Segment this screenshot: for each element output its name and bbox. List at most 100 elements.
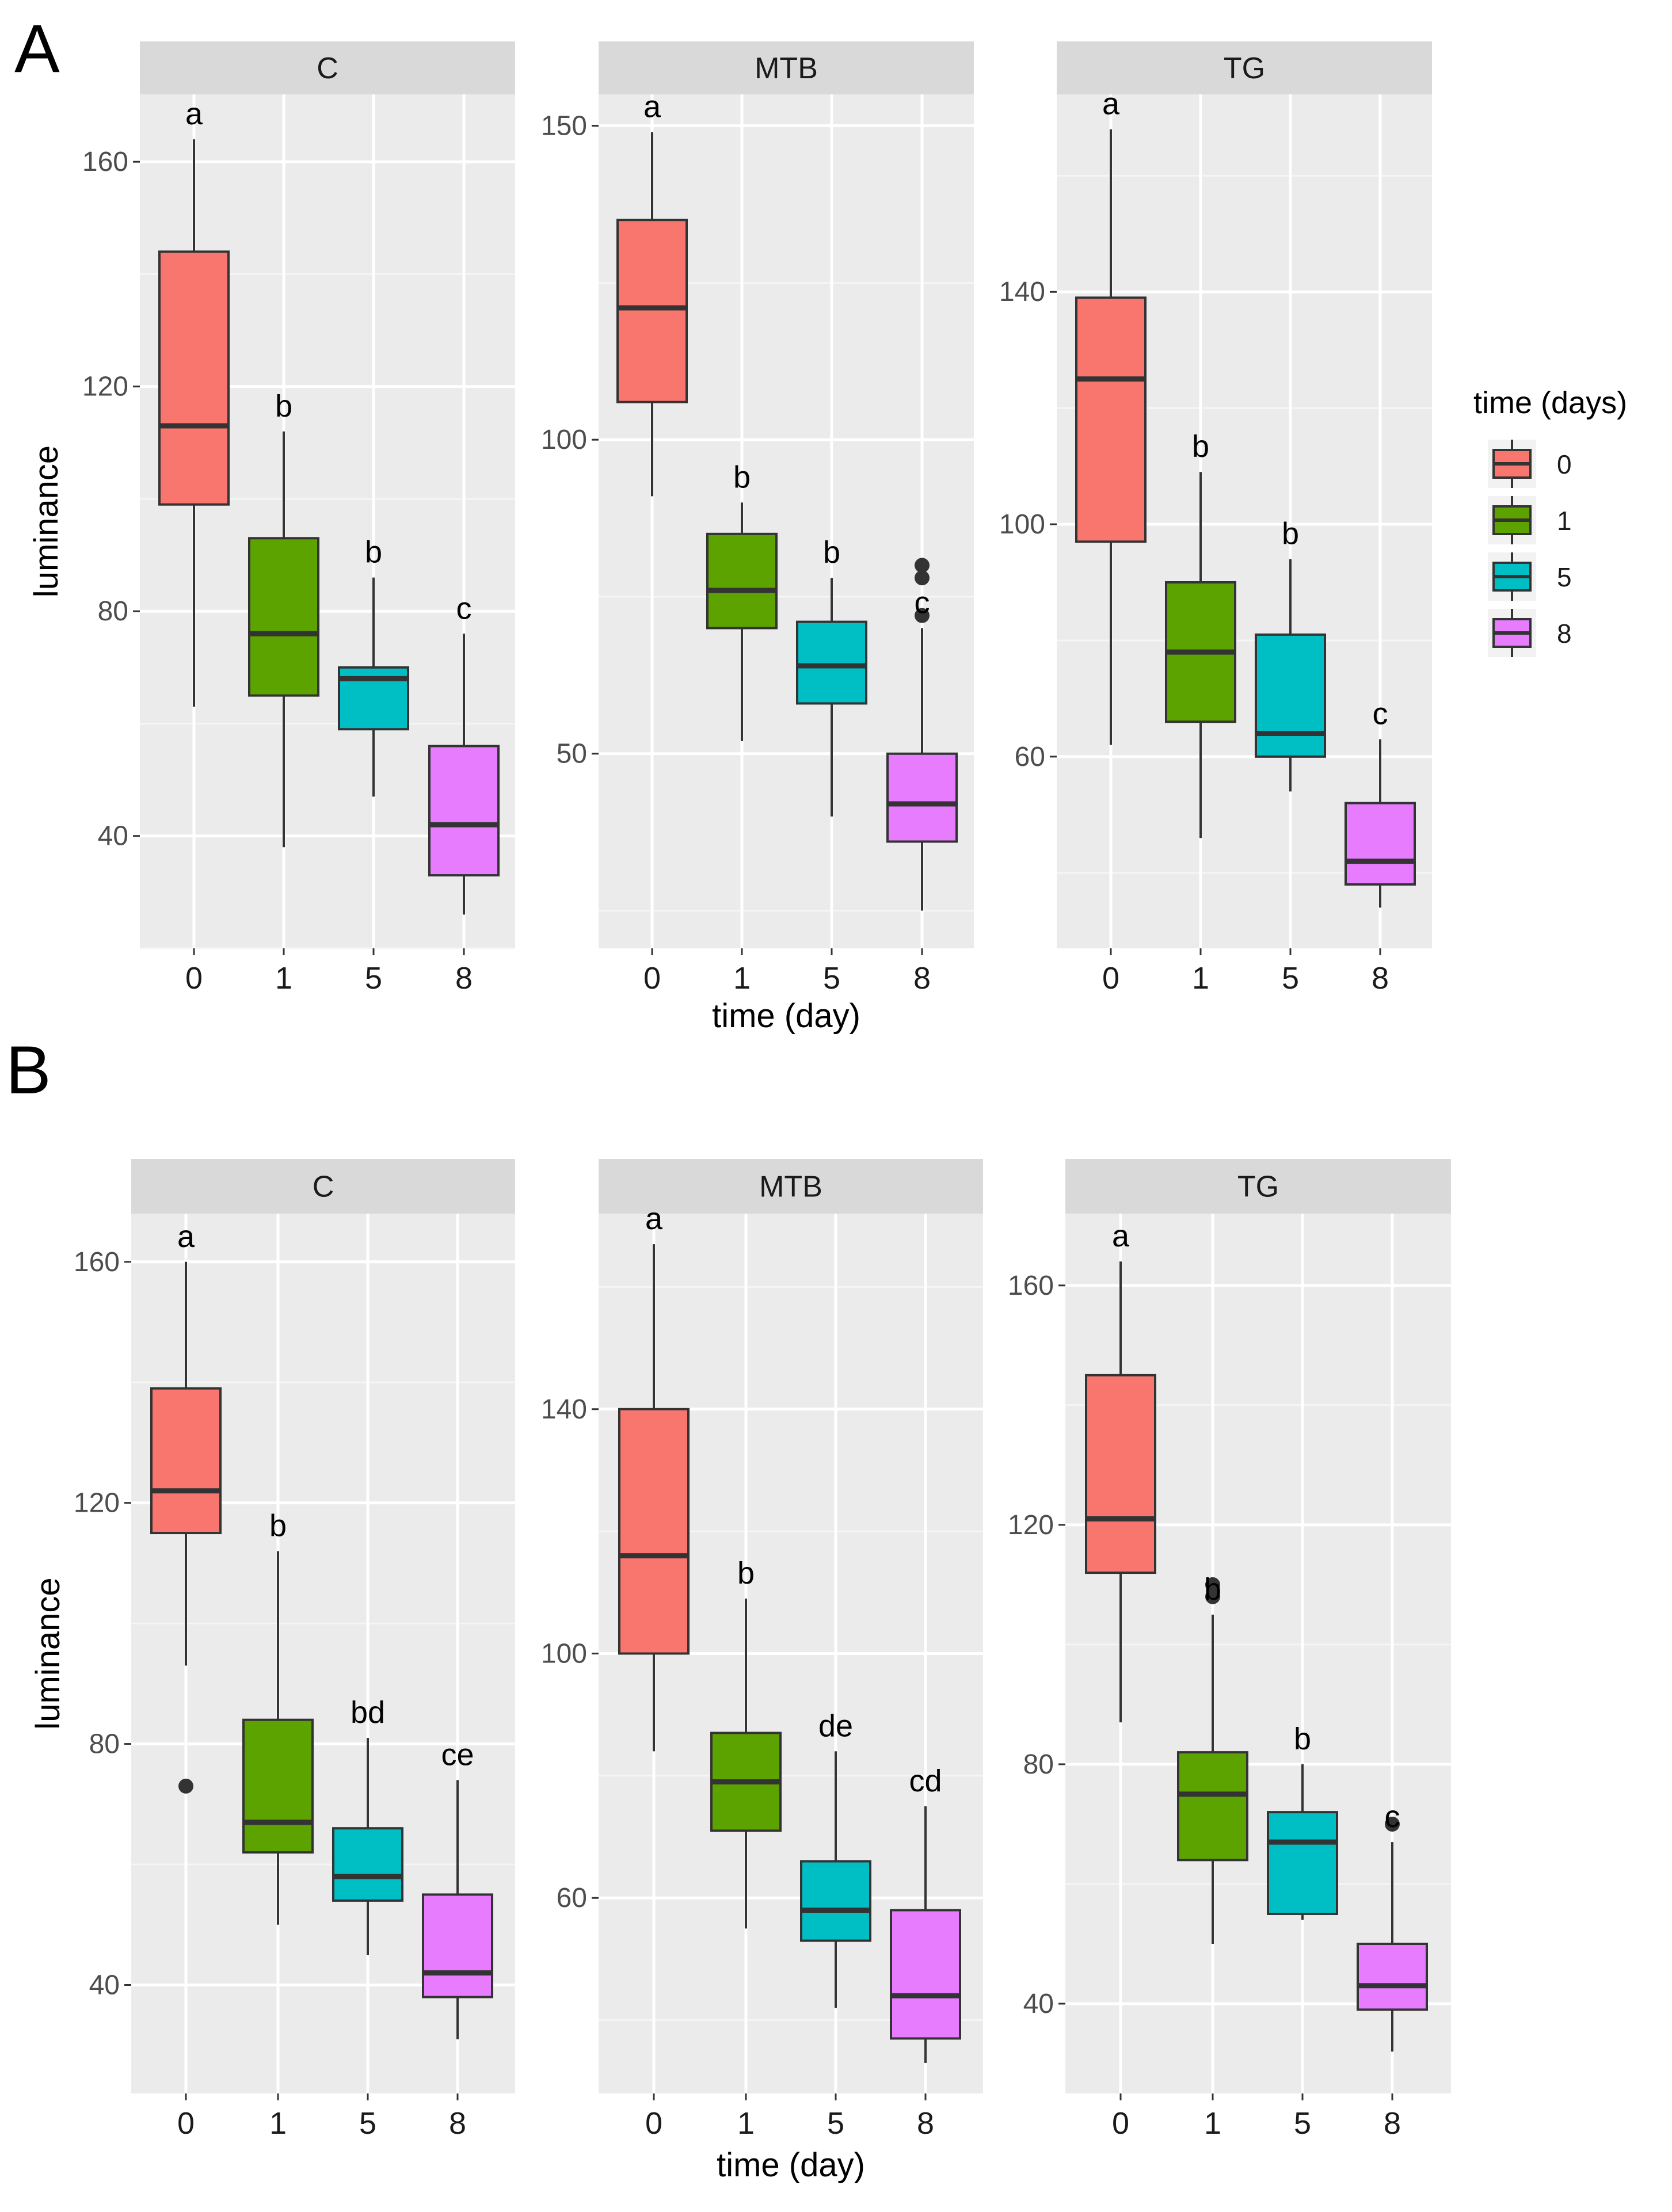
legend-label: 5 <box>1557 562 1572 592</box>
panel-a-mtb-strip-label: MTB <box>755 52 818 85</box>
panel-a-mtb-xtick-label: 1 <box>733 961 751 996</box>
panel-a-mtb-ytick-label: 150 <box>541 111 587 142</box>
panel-b-tg-ytick-label: 120 <box>1008 1510 1054 1540</box>
panel-a-tg-ytick-label: 140 <box>999 277 1045 307</box>
panel-b-c-box-5: bd <box>332 1695 403 1955</box>
panel-a-c-box-5: b <box>338 535 409 797</box>
box-iqr <box>422 1893 493 1999</box>
panel-a-c-box-1: b <box>248 389 319 848</box>
significance-letter: a <box>645 1202 663 1236</box>
panel-a-tg-strip-label: TG <box>1224 52 1265 85</box>
panel-b-tg-xtick-label: 0 <box>1112 2106 1129 2141</box>
box-iqr <box>332 1827 403 1902</box>
outlier-point <box>915 558 930 573</box>
significance-letter: b <box>733 460 751 494</box>
figure-labels: AB <box>6 11 60 1108</box>
significance-letter: a <box>177 1219 195 1254</box>
legend-item-1: 1 <box>1488 496 1572 544</box>
significance-letter: c <box>915 586 930 620</box>
panel-a-mtb-xtick-label: 0 <box>643 961 661 996</box>
panel-letter-b: B <box>6 1032 51 1108</box>
panel-b-tg-box-8: c <box>1357 1799 1428 2052</box>
panel-a-tg-xtick-label: 5 <box>1282 961 1299 996</box>
box-iqr <box>706 532 778 630</box>
panel-b-c-box-8: ce <box>422 1737 493 2039</box>
panel-a-tg-ytick-label: 60 <box>1015 742 1045 772</box>
panel-b-c-ytick-label: 160 <box>74 1247 120 1277</box>
panel-b-c-xtick-label: 1 <box>269 2106 287 2141</box>
panel-b-mtb-xlabel: time (day) <box>717 2146 865 2184</box>
panel-b-tg-ytick-label: 80 <box>1023 1749 1054 1780</box>
box-iqr <box>150 1387 222 1535</box>
panel-a-tg-xtick-label: 8 <box>1372 961 1389 996</box>
box-iqr <box>1255 633 1326 758</box>
significance-letter: b <box>1204 1572 1221 1607</box>
panel-b-mtb-xtick-label: 5 <box>827 2106 844 2141</box>
box-iqr <box>618 1408 690 1655</box>
panel-b-c-strip-label: C <box>313 1170 334 1204</box>
panel-b-c-ylabel: luminance <box>29 1577 67 1729</box>
outlier-point <box>915 570 930 586</box>
panel-b-mtb-box-1: b <box>710 1556 782 1929</box>
panel-a-c-xtick-label: 0 <box>185 961 203 996</box>
panel-b-mtb-box-0: a <box>618 1202 690 1752</box>
significance-letter: a <box>1112 1219 1130 1253</box>
significance-letter: a <box>1102 87 1120 121</box>
outlier-point <box>1205 1589 1220 1604</box>
panel-a-mtb-ytick-label: 100 <box>541 425 587 455</box>
box-iqr <box>886 752 958 843</box>
significance-letter: bd <box>351 1695 385 1730</box>
box-iqr <box>1267 1811 1338 1915</box>
panel-letter-a: A <box>14 11 60 87</box>
panel-b-mtb-xtick-label: 1 <box>737 2106 755 2141</box>
significance-letter: de <box>818 1708 853 1743</box>
box-iqr <box>428 745 500 877</box>
box-iqr <box>158 250 230 506</box>
panel-a-c-xtick-label: 5 <box>365 961 382 996</box>
panel-b-tg-ytick-label: 160 <box>1008 1271 1054 1301</box>
box-iqr <box>1085 1374 1156 1574</box>
panel-b-tg-box-1: b <box>1177 1572 1248 1944</box>
panel-b-tg-strip <box>1065 1159 1451 1214</box>
significance-letter: c <box>456 591 472 626</box>
panel-a-c-ytick-label: 120 <box>82 372 128 402</box>
panel-b-mtb-ytick-label: 100 <box>541 1639 587 1669</box>
panel-b-mtb-xtick-label: 8 <box>917 2106 934 2141</box>
panel-b-c-xtick-label: 0 <box>177 2106 195 2141</box>
panel-a-mtb-box-5: b <box>796 535 867 817</box>
legend-label: 8 <box>1557 619 1572 649</box>
panel-a-mtb-xtick-label: 5 <box>823 961 840 996</box>
panel-a-c-ytick-label: 40 <box>98 821 128 852</box>
significance-letter: cd <box>909 1764 942 1798</box>
panel-b-tg-xtick-label: 1 <box>1204 2106 1221 2141</box>
panel-a-mtb-box-8: c <box>886 558 958 911</box>
panel-b-c-ytick-label: 80 <box>89 1729 120 1760</box>
panel-b-mtb-ytick-label: 140 <box>541 1394 587 1425</box>
panel-b-tg-ytick-label: 40 <box>1023 1989 1054 2019</box>
panel-a-tg-strip <box>1057 41 1432 94</box>
box-iqr <box>242 1718 314 1854</box>
panel-a-c-ylabel: luminance <box>28 445 65 597</box>
panel-a-mtb-box-1: b <box>706 460 778 741</box>
panel-a-tg-ytick-label: 100 <box>999 509 1045 540</box>
box-iqr <box>1177 1751 1248 1862</box>
legend-title: time (days) <box>1473 386 1627 420</box>
box-iqr <box>1075 296 1147 543</box>
legend-label: 1 <box>1557 506 1572 536</box>
panel-b-tg-box-0: a <box>1085 1219 1156 1723</box>
panel-a-c-strip-label: C <box>317 52 338 85</box>
box-iqr <box>800 1860 871 1942</box>
significance-letter: b <box>1282 517 1299 551</box>
panel-a-c-xtick-label: 8 <box>455 961 473 996</box>
panel-a-mtb-xlabel: time (day) <box>712 997 860 1035</box>
box-iqr <box>1357 1942 1428 2011</box>
panel-a-mtb-box-0: a <box>616 89 688 497</box>
legend: time (days) 0 1 5 8 <box>1473 386 1627 657</box>
panel-a-mtb-strip <box>599 41 974 94</box>
panel-a-tg-box-0: a <box>1075 87 1147 745</box>
panel-a-c-strip <box>140 41 515 94</box>
panel-a-tg-box-5: b <box>1255 517 1326 792</box>
panel-a-c-box-8: c <box>428 591 500 915</box>
panel-b-tg-box-5: b <box>1267 1722 1338 1920</box>
